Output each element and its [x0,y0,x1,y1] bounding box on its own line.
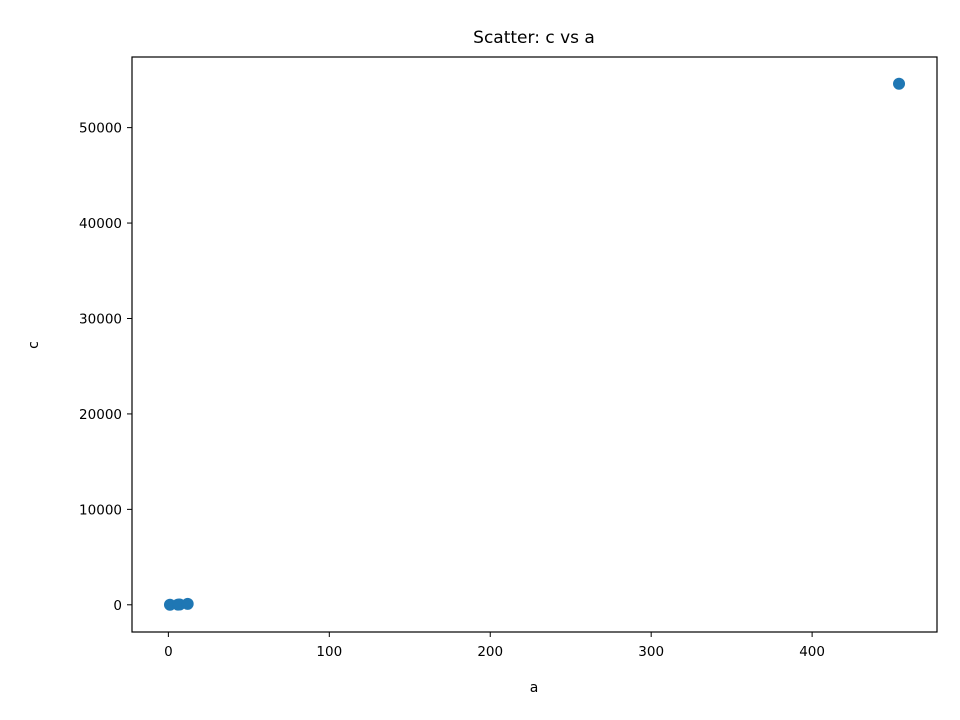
x-tick-label: 400 [799,644,825,660]
y-tick-label: 10000 [79,502,122,518]
chart-title: Scatter: c vs a [473,28,595,48]
plot-frame [131,56,938,633]
scatter-point [181,597,194,610]
y-tick-label: 20000 [79,407,122,423]
y-axis-label: c [26,341,42,349]
x-tick-label: 200 [477,644,503,660]
y-tick-label: 30000 [79,311,122,327]
x-tick-label: 300 [638,644,664,660]
y-tick-label: 0 [113,598,122,614]
x-tick-label: 0 [164,644,173,660]
y-tick-label: 50000 [79,121,122,137]
data-points [163,77,906,611]
y-axis: 0 10000 20000 30000 40000 50000 [79,121,132,614]
x-axis-label: a [530,680,539,696]
x-axis: 0 100 200 300 400 [164,632,825,660]
scatter-point [893,77,906,90]
x-tick-label: 100 [316,644,342,660]
y-tick-label: 40000 [79,216,122,232]
